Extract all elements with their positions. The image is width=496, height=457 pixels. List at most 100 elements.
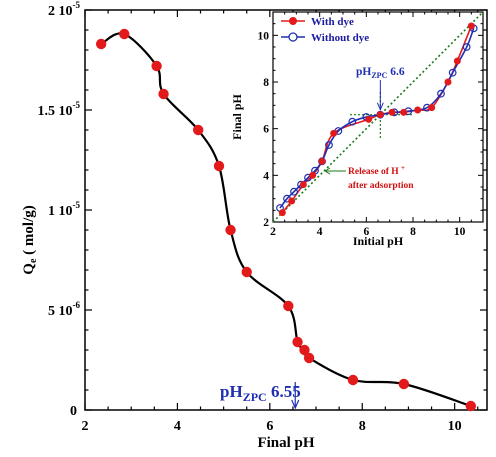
inset-without-dye-point — [462, 43, 471, 51]
main-y-tick-exponent: -5 — [73, 100, 81, 110]
inset-release-arrowhead — [324, 167, 331, 175]
main-y-axis-label-sub: e — [28, 258, 39, 263]
inset-release-label-line2: after adsorption — [348, 181, 414, 191]
main-x-tick-label: 6 — [266, 419, 273, 434]
inset-pzc-label-main: pH — [356, 66, 371, 78]
main-pzc-label-main: pH — [220, 382, 243, 401]
inset-without-dye-point — [290, 187, 298, 196]
inset-with-dye-point — [428, 104, 436, 112]
main-pzc-label-sub: ZPC — [243, 390, 267, 404]
main-data-point — [151, 60, 162, 72]
inset-with-dye-point — [444, 78, 452, 86]
main-pzc-label: pHZPC 6.55 — [220, 382, 301, 404]
main-y-tick-label: 1.5 10-5 — [38, 100, 81, 119]
legend-without-dye-label: Without dye — [311, 32, 369, 44]
main-y-tick-label: 5 10-6 — [48, 300, 80, 319]
main-data-point — [193, 124, 204, 136]
main-x-tick-label: 2 — [82, 419, 89, 434]
inset-y-tick-label: 4 — [263, 170, 269, 182]
main-y-tick-mantissa: 1 10 — [48, 204, 73, 219]
main-data-point — [225, 224, 236, 236]
legend-with-dye-marker — [289, 17, 297, 25]
main-y-axis-label-unit: ( mol/g) — [21, 205, 37, 258]
main-y-tick-mantissa: 1.5 10 — [38, 104, 73, 119]
legend-without-dye-marker — [288, 32, 298, 42]
inset-with-dye-point — [299, 181, 307, 189]
inset-y-tick-labels: 2 4 6 8 10 — [258, 30, 270, 229]
main-y-tick-exponent: -5 — [73, 200, 81, 210]
main-y-axis-label: Qe ( mol/g) — [21, 205, 39, 274]
main-y-axis-label-main: Q — [21, 263, 37, 275]
main-x-tick-label: 10 — [448, 419, 462, 434]
inset-without-dye-point — [325, 141, 333, 149]
inset-with-dye-point — [309, 171, 317, 179]
inset-with-dye-point — [400, 108, 408, 116]
inset-x-tick-label: 2 — [270, 226, 276, 238]
main-data-point — [398, 378, 410, 390]
main-data-point — [213, 160, 225, 172]
main-plot: 2 4 6 8 10 05 10-61 10-51.5 10-52 10-5 pHZPC… — [21, 0, 488, 451]
main-data-point — [292, 336, 303, 348]
inset-x-tick-label: 8 — [410, 226, 416, 238]
inset-with-dye-point — [278, 209, 286, 217]
inset-y-tick-label: 2 — [263, 217, 269, 229]
main-data-point — [241, 266, 252, 278]
main-data-point — [158, 88, 169, 100]
main-data-point — [119, 28, 130, 40]
main-data-point — [303, 352, 315, 364]
inset-with-dye-point — [318, 157, 326, 165]
main-x-tick-label: 8 — [359, 419, 366, 434]
inset-x-axis-label: Initial pH — [353, 234, 404, 248]
main-data-point — [95, 38, 107, 50]
inset-with-dye-point — [388, 108, 396, 116]
main-x-tick-label: 4 — [174, 419, 181, 434]
inset-y-axis-label: Final pH — [230, 93, 244, 139]
inset-pzc-label-sub: ZPC — [371, 71, 387, 80]
inset-with-dye-point — [288, 197, 296, 205]
inset-without-dye-point — [348, 117, 357, 126]
inset-x-tick-label: 10 — [454, 226, 466, 238]
main-pzc-label-value: 6.55 — [267, 382, 301, 401]
inset-with-dye-point — [453, 57, 461, 65]
inset-pzc-arrowhead — [376, 102, 384, 111]
main-x-tick-labels: 2 4 6 8 10 — [82, 419, 462, 434]
main-y-tick-label: 1 10-5 — [48, 200, 80, 219]
main-y-tick-exponent: -6 — [73, 300, 81, 310]
inset-without-dye-point — [448, 68, 457, 77]
inset-with-dye-point — [330, 129, 338, 137]
inset-without-dye-point — [437, 89, 445, 98]
inset-with-dye-point — [467, 22, 475, 30]
inset-with-dye-points — [278, 22, 475, 217]
inset-y-tick-label: 6 — [263, 124, 269, 136]
main-data-points — [95, 28, 477, 412]
main-y-tick-label: 0 — [70, 404, 77, 419]
main-pzc-arrowhead — [291, 399, 300, 410]
main-data-point — [465, 400, 477, 412]
inset-x-tick-label: 4 — [317, 226, 323, 238]
main-y-tick-mantissa: 0 — [70, 404, 77, 419]
inset-y-tick-label: 8 — [263, 77, 269, 89]
inset-release-label-superscript: + — [401, 164, 405, 172]
main-data-point — [283, 300, 294, 312]
main-y-tick-mantissa: 5 10 — [48, 304, 73, 319]
inset-release-label-line1: Release of H + — [348, 164, 405, 177]
inset-x-tick-label: 6 — [363, 226, 369, 238]
inset-plot: 2 4 6 8 10 2 4 6 8 10 pHZPC 6.6 Release of H + a… — [230, 11, 484, 248]
inset-ticks — [272, 11, 484, 223]
inset-x-tick-labels: 2 4 6 8 10 — [270, 226, 466, 238]
inset-with-dye-point — [414, 106, 422, 114]
inset-pzc-label: pHZPC 6.6 — [356, 66, 405, 80]
legend-with-dye-label: With dye — [311, 16, 354, 28]
main-y-tick-exponent: -5 — [73, 0, 81, 10]
inset-legend: With dye Without dye — [281, 16, 369, 44]
inset-with-dye-point — [365, 115, 373, 123]
main-y-tick-label: 2 10-5 — [48, 0, 80, 19]
inset-release-label-text: Release of H — [348, 167, 401, 177]
main-x-axis-label: Final pH — [257, 435, 314, 451]
main-y-tick-mantissa: 2 10 — [48, 4, 73, 19]
main-y-tick-labels: 05 10-61 10-51.5 10-52 10-5 — [38, 0, 81, 419]
inset-pzc-label-value: 6.6 — [387, 66, 405, 78]
main-data-point — [299, 344, 310, 356]
inset-with-dye-point — [376, 111, 384, 119]
